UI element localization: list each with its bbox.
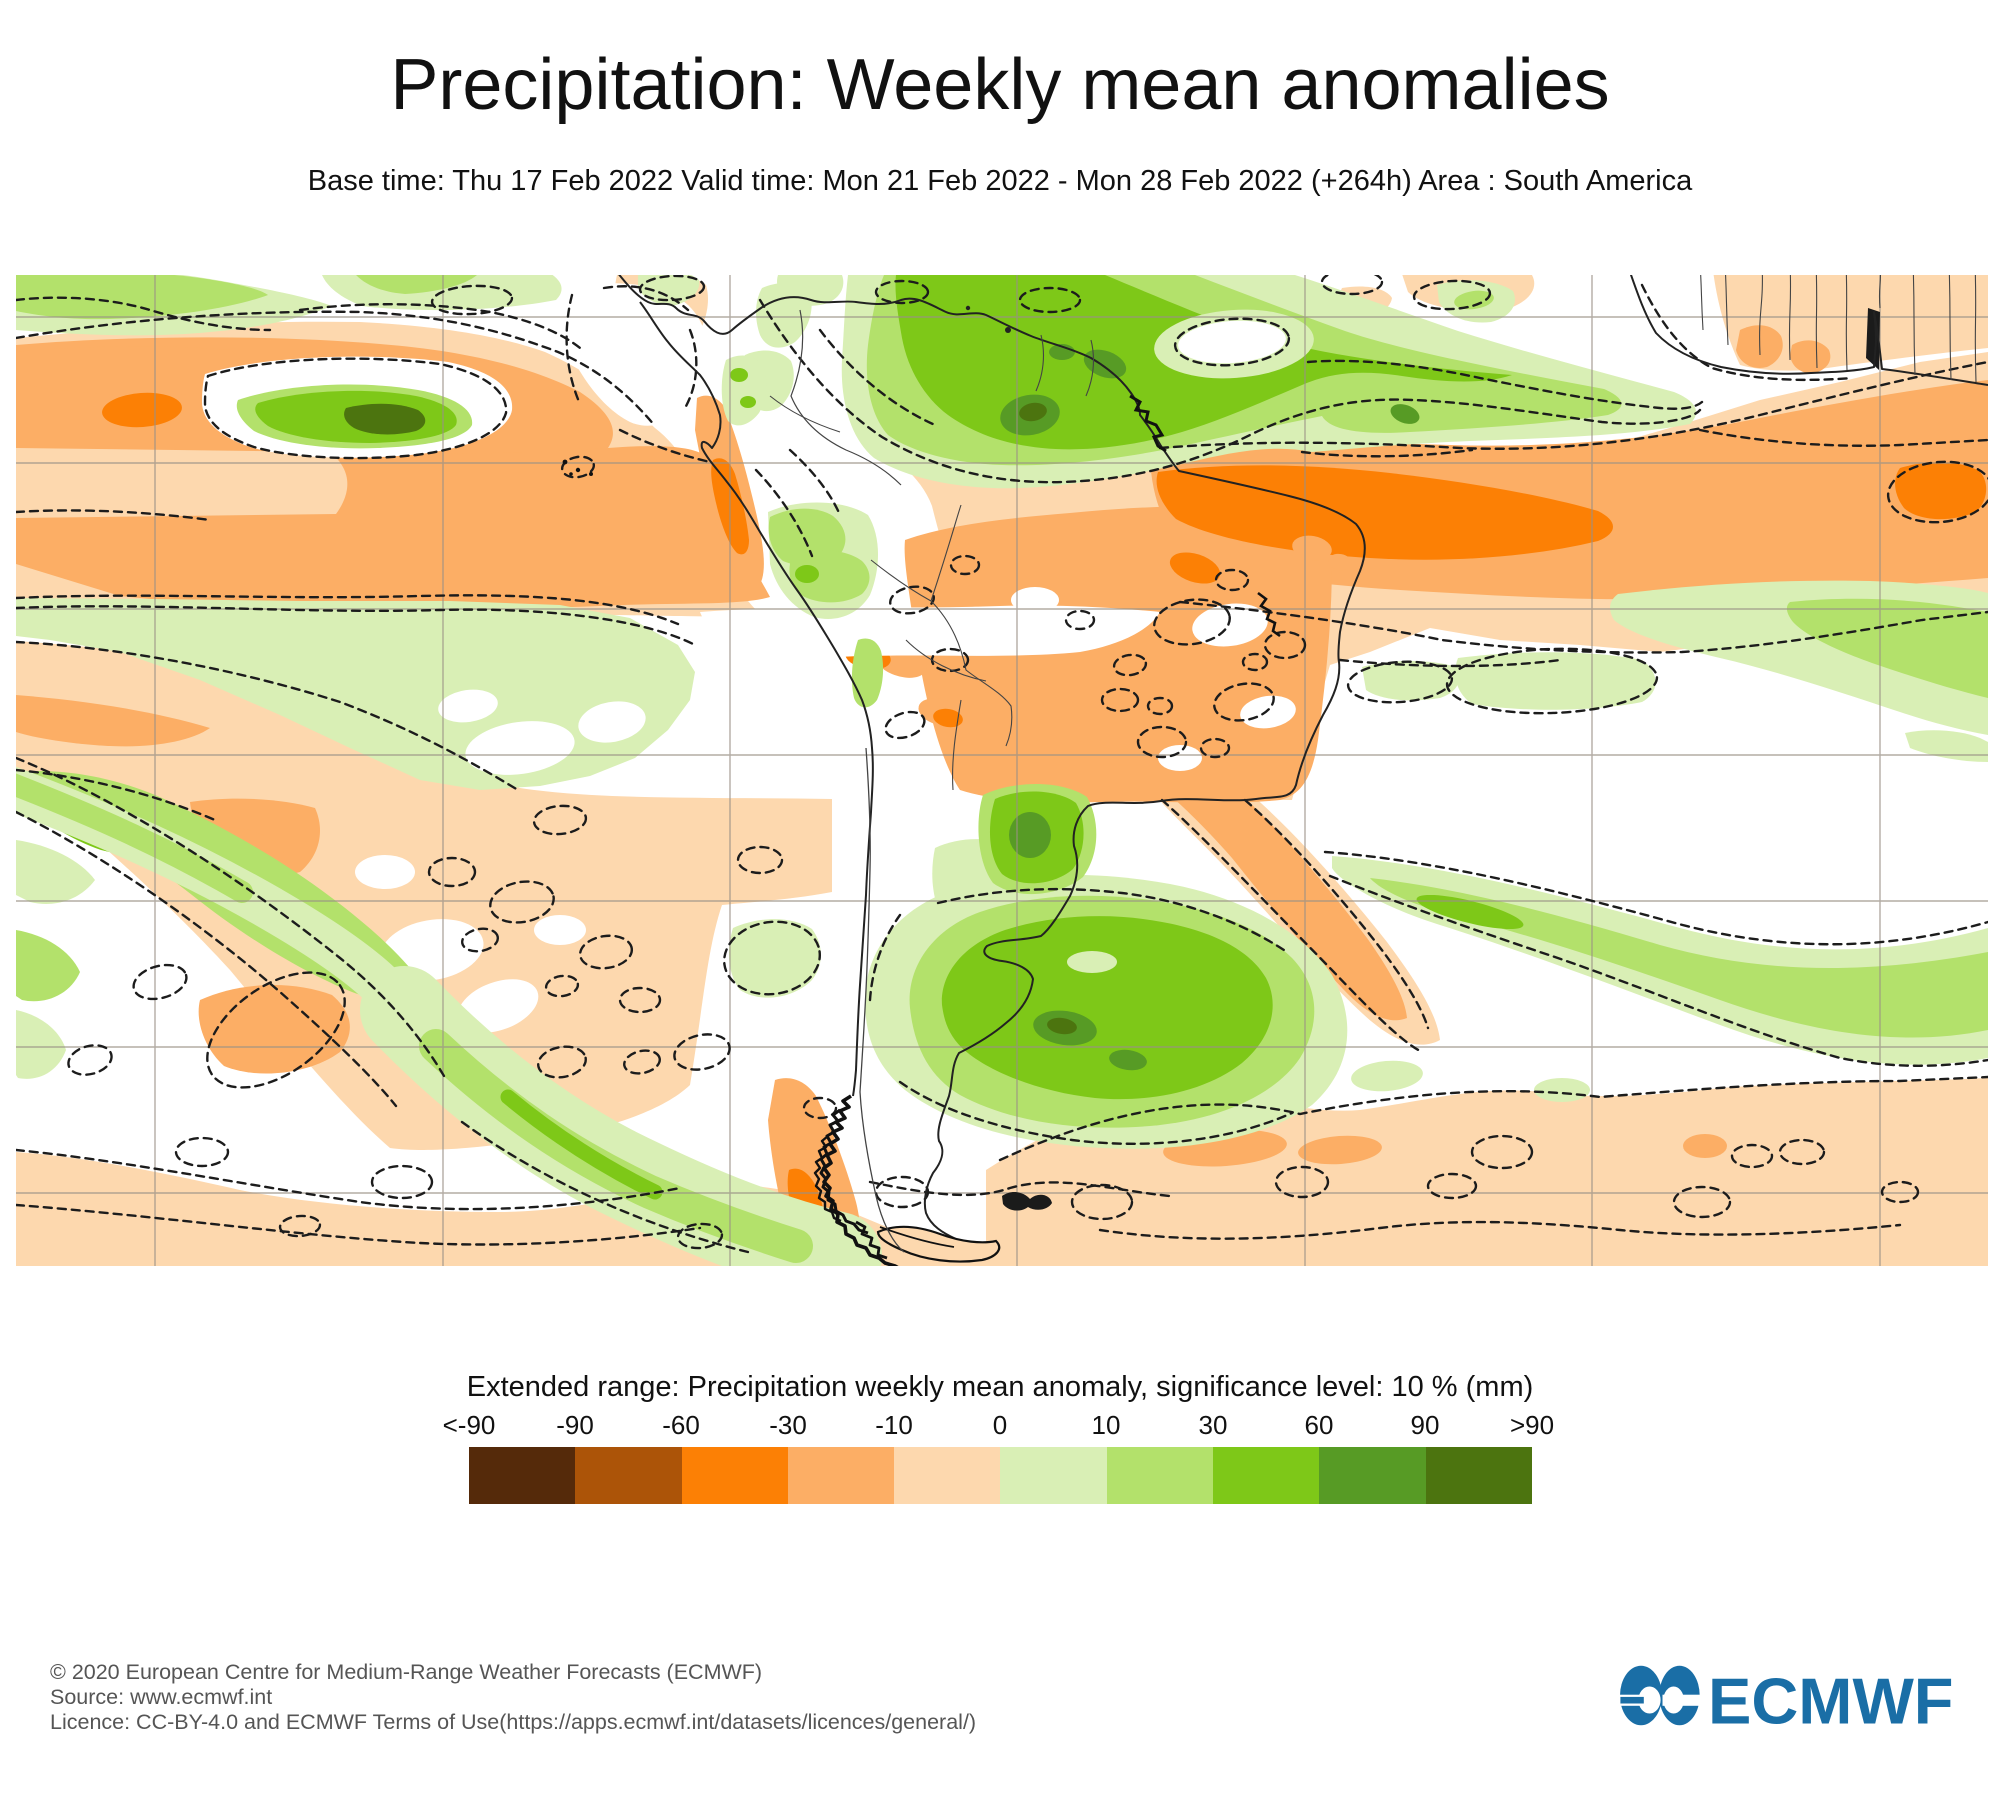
svg-text:ECMWF: ECMWF bbox=[1708, 1665, 1954, 1738]
